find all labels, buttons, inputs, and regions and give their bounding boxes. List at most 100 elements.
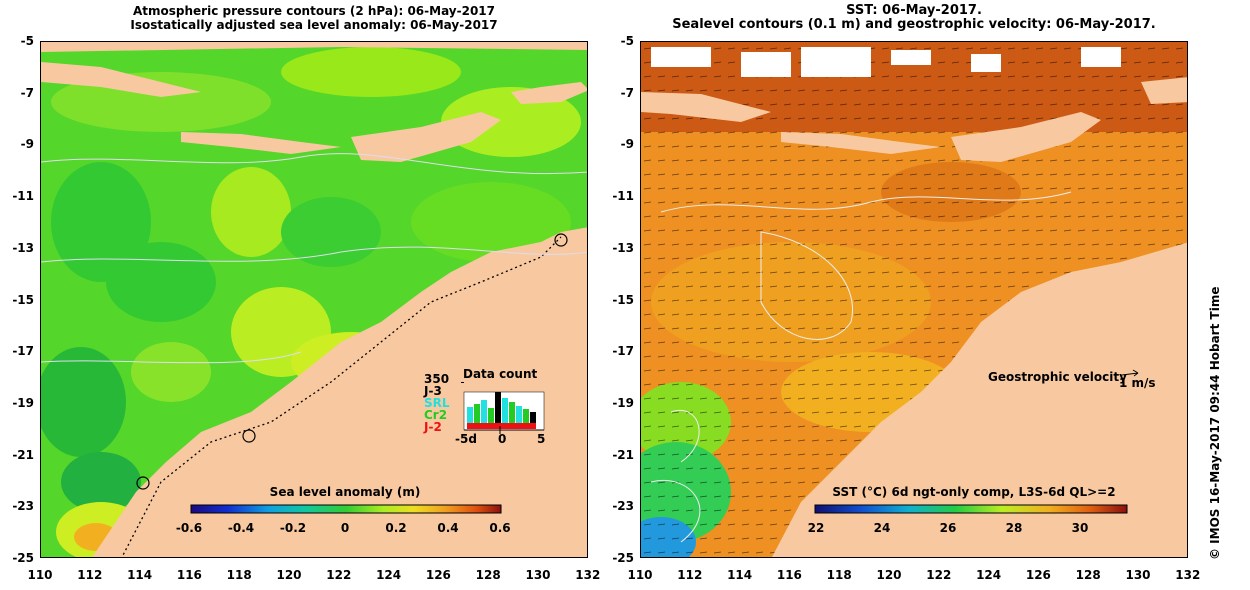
y-tick-label: -5 [20, 34, 34, 48]
x-tick-label: 128 [1075, 568, 1101, 582]
data-count-title: Data count [463, 367, 538, 381]
x-tick-label: 132 [1175, 568, 1201, 582]
y-tick-label: -15 [12, 292, 34, 307]
right-title-line1: SST: 06-May-2017. [846, 3, 982, 18]
x-tick-label: 112 [677, 568, 703, 582]
legend-cr2: Cr2 [424, 408, 448, 422]
x-tick-label: 124 [376, 568, 402, 582]
y-tick-label: -7 [20, 85, 34, 100]
island-chain [41, 42, 587, 162]
x-tick-label: 132 [575, 568, 601, 582]
x-tick-label: 118 [826, 568, 852, 582]
marker-circle [242, 429, 256, 443]
marker-circle [136, 476, 150, 490]
y-tick-label: -9 [20, 137, 34, 152]
x-tick-label: 114 [727, 568, 753, 582]
pressure-contour-2 [41, 246, 587, 263]
sla-colorbar-tick: 0.6 [489, 521, 511, 535]
left-title-line2: Isostatically adjusted sea level anomaly… [130, 18, 498, 32]
x-tick-label: 116 [776, 568, 802, 582]
x-tick-label: 120 [876, 568, 902, 582]
sst-map-svg [641, 42, 1187, 557]
data-count-xtick: -5d [455, 432, 477, 446]
y-tick-label: -25 [12, 551, 34, 565]
data-count-xtick: 0 [498, 432, 507, 446]
y-tick-label: -25 [612, 551, 634, 565]
footer-credit: © IMOS 16-May-2017 09:44 Hobart Time [1208, 286, 1222, 560]
sla-map-svg [41, 42, 587, 557]
sla-colorbar-tick: -0.2 [279, 521, 307, 535]
legend-srl: SRL [424, 396, 450, 410]
y-tick-label: -21 [12, 447, 34, 462]
data-count-xtick: 5 [537, 432, 546, 446]
x-tick-label: 130 [525, 568, 551, 582]
pressure-contour-1 [41, 153, 587, 175]
y-tick-label: -11 [612, 189, 634, 204]
x-tick-label: 118 [226, 568, 252, 582]
y-tick-label: -19 [12, 395, 34, 410]
y-tick-label: -15 [612, 292, 634, 307]
data-count-max: 350 [424, 372, 450, 386]
y-tick-label: -17 [612, 344, 634, 359]
australia-land [772, 242, 1187, 557]
y-tick-label: -11 [12, 189, 34, 204]
y-tick-label: -17 [12, 344, 34, 359]
shelf-contour [121, 236, 562, 557]
x-tick-label: 110 [27, 568, 53, 582]
velocity-unit: 1 m/s [1119, 376, 1156, 390]
y-tick-label: -7 [620, 85, 634, 100]
sla-colorbar-tick: -0.4 [227, 521, 255, 535]
sla-colorbar [190, 504, 502, 514]
x-tick-label: 122 [326, 568, 352, 582]
x-tick-label: 130 [1125, 568, 1151, 582]
y-tick-label: -19 [612, 395, 634, 410]
x-tick-label: 114 [127, 568, 153, 582]
island-chain [641, 77, 1187, 162]
x-tick-label: 124 [976, 568, 1002, 582]
x-tick-label: 120 [276, 568, 302, 582]
x-tick-label: 126 [1025, 568, 1051, 582]
legend-j2: J-2 [424, 420, 442, 434]
x-tick-label: 122 [926, 568, 952, 582]
sst-colorbar-tick: 24 [873, 521, 891, 535]
data-count-bars [467, 392, 536, 429]
y-tick-label: -21 [612, 447, 634, 462]
sst-colorbar-label: SST (°C) 6d ngt-only comp, L3S-6d QL>=2 [832, 485, 1116, 499]
sst-colorbar-tick: 30 [1071, 521, 1089, 535]
sst-colorbar-tick: 28 [1005, 521, 1023, 535]
sst-colorbar-tick: 22 [807, 521, 825, 535]
y-tick-label: -23 [612, 499, 634, 514]
x-tick-label: 112 [77, 568, 103, 582]
x-tick-label: 110 [627, 568, 653, 582]
sla-colorbar-tick: 0.4 [437, 521, 459, 535]
y-tick-label: -5 [620, 34, 634, 48]
sla-map [40, 41, 588, 558]
cloud-mask [651, 47, 1121, 77]
velocity-scale-arrow [1121, 369, 1139, 377]
sla-colorbar-tick: 0.2 [385, 521, 407, 535]
left-title-line1: Atmospheric pressure contours (2 hPa): 0… [132, 4, 495, 18]
data-count-chart [461, 382, 545, 434]
pressure-contour-3 [41, 351, 302, 364]
velocity-label: Geostrophic velocity [988, 370, 1127, 384]
sla-colorbar-tick: -0.6 [175, 521, 203, 535]
right-title: SST: 06-May-2017. Sealevel contours (0.1… [640, 4, 1188, 32]
y-tick-label: -9 [620, 137, 634, 152]
x-tick-label: 128 [475, 568, 501, 582]
right-title-line2: Sealevel contours (0.1 m) and geostrophi… [672, 17, 1156, 32]
australia-land [92, 227, 587, 557]
y-tick-label: -13 [612, 240, 634, 255]
sla-colorbar-label: Sea level anomaly (m) [269, 485, 421, 499]
y-tick-label: -13 [12, 240, 34, 255]
x-tick-label: 116 [176, 568, 202, 582]
marker-circle [554, 233, 568, 247]
y-tick-label: -23 [12, 499, 34, 514]
sst-map [640, 41, 1188, 558]
sla-colorbar-tick: 0 [340, 521, 350, 535]
sst-colorbar [814, 504, 1128, 514]
legend-j3: J-3 [424, 384, 442, 398]
sealevel-contours [650, 191, 1072, 543]
x-tick-label: 126 [425, 568, 451, 582]
sst-colorbar-tick: 26 [939, 521, 957, 535]
left-title: Atmospheric pressure contours (2 hPa): 0… [40, 4, 588, 32]
